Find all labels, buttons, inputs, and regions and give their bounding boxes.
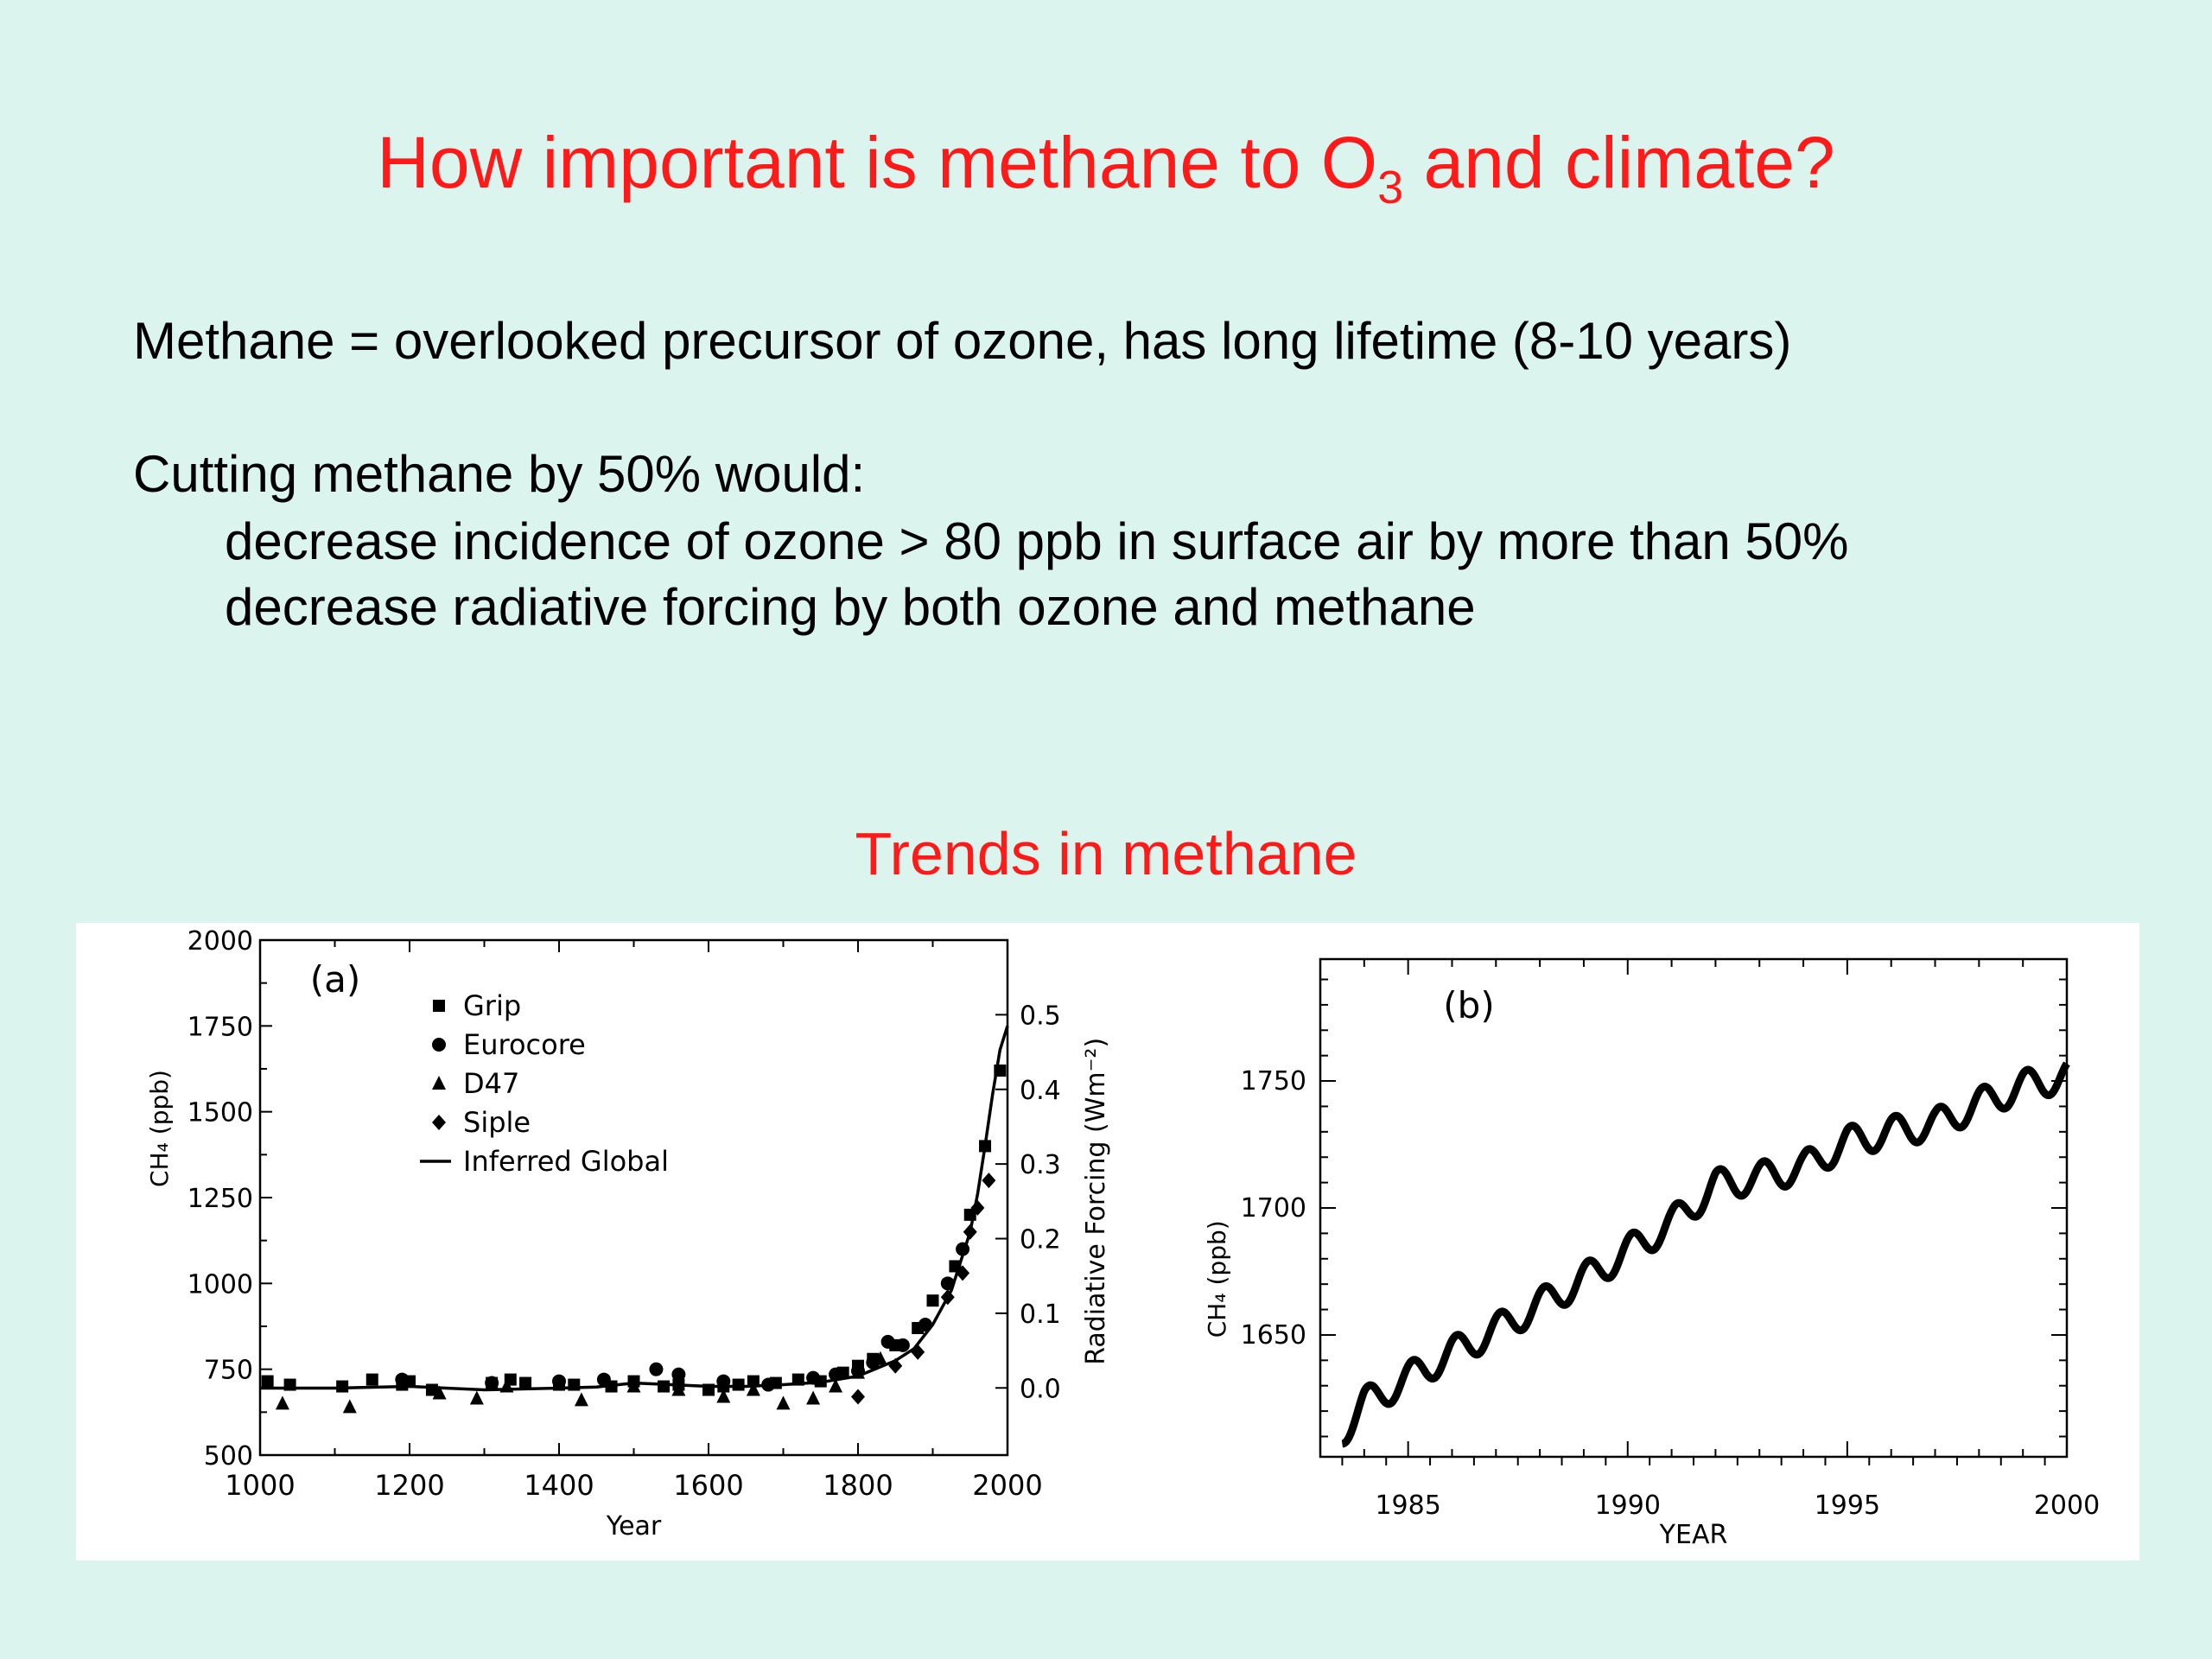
panel-a-point-siple	[851, 1389, 865, 1405]
panel-a-point-eurocore	[552, 1374, 566, 1389]
panel-a-point-grip	[365, 1373, 378, 1386]
legend-label-d47: D47	[463, 1067, 519, 1100]
panel-a-ytick-label: 1750	[188, 1012, 253, 1042]
panel-a-ytick-label: 750	[204, 1356, 253, 1386]
panel-a-point-siple	[911, 1344, 925, 1360]
panel-a-point-d47	[626, 1378, 641, 1393]
panel-a-xlabel: Year	[606, 1511, 662, 1541]
panel-a-point-d47	[671, 1382, 686, 1396]
panel-a-point-grip	[519, 1376, 532, 1389]
panel-a-xtick-label: 2000	[972, 1469, 1042, 1502]
panel-a-point-eurocore	[866, 1355, 880, 1370]
panel-b-ylabel: CH₄ (ppb)	[1203, 1220, 1231, 1338]
panel-a-point-d47	[574, 1392, 588, 1407]
panel-a-point-eurocore	[716, 1374, 731, 1389]
panel-a-point-d47	[469, 1390, 484, 1405]
panel-b-ytick-label: 1700	[1241, 1193, 1306, 1224]
panel-a-ytick-label: 1000	[188, 1269, 253, 1300]
panel-a-y2tick-label: 0.0	[1020, 1374, 1061, 1404]
panel-a-point-d47	[829, 1378, 843, 1393]
legend-swatch-grip	[433, 1000, 445, 1012]
panel-a-xtick-label: 1600	[673, 1469, 743, 1502]
panel-a-ytick-label: 1250	[188, 1184, 253, 1214]
panel-a-label: (a)	[310, 958, 361, 1001]
legend-label-grip: Grip	[463, 989, 521, 1022]
panel-a-point-eurocore	[596, 1372, 611, 1387]
panel-a-point-eurocore	[895, 1338, 910, 1352]
panel-a-ytick-label: 500	[204, 1441, 253, 1471]
title-subscript: 3	[1377, 162, 1404, 213]
panel-a-point-d47	[716, 1389, 731, 1403]
panel-b-label: (b)	[1443, 984, 1494, 1027]
panel-a-point-grip	[747, 1375, 760, 1388]
panel-a-ylabel: CH₄ (ppb)	[145, 1070, 174, 1187]
title-text: How important is methane to O	[377, 122, 1378, 203]
panel-a-xtick-label: 1000	[225, 1469, 295, 1502]
panel-a-point-eurocore	[395, 1372, 410, 1387]
panel-a-y2tick-label: 0.4	[1020, 1076, 1061, 1106]
panel-b-ytick-label: 1750	[1241, 1066, 1306, 1096]
panel-a-y2label: Radiative Forcing (Wm⁻²)	[1081, 1038, 1111, 1365]
panel-a-point-siple	[982, 1173, 996, 1189]
panel-a-point-grip	[658, 1380, 671, 1393]
sub-bullet-forcing: decrease radiative forcing by both ozone…	[225, 578, 1476, 636]
panel-a-point-d47	[275, 1395, 289, 1410]
panel-a-xtick-label: 1400	[524, 1469, 594, 1502]
legend-label-eurocore: Eurocore	[463, 1028, 586, 1061]
legend-swatch-d47	[432, 1076, 446, 1090]
panel-a-point-d47	[432, 1385, 447, 1400]
methane-charts: 1000 1200 1400 1600 1800 2000 500 750 1000 1250 15…	[145, 926, 2100, 1550]
legend-label-inferred-global: Inferred Global	[463, 1145, 669, 1178]
sub-bullet-ozone: decrease incidence of ozone > 80 ppb in …	[225, 512, 1849, 570]
panel-a-point-d47	[746, 1382, 760, 1396]
panel-a-point-d47	[806, 1390, 821, 1405]
figure-panel: 1000 1200 1400 1600 1800 2000 500 750 1000 1250 15…	[76, 923, 2139, 1560]
panel-a-y2tick-label: 0.2	[1020, 1225, 1061, 1255]
panel-a-point-d47	[776, 1395, 791, 1410]
panel-a-point-d47	[342, 1399, 357, 1414]
panel-a-point-d47	[873, 1351, 887, 1365]
panel-b-xtick-label: 1985	[1375, 1491, 1440, 1521]
bullet-cutting-methane: Cutting methane by 50% would:	[133, 445, 866, 503]
slide-title: How important is methane to O3 and clima…	[0, 121, 2212, 214]
panel-a-series-inferred-global	[260, 1025, 1009, 1392]
legend-label-siple: Siple	[463, 1106, 531, 1139]
legend-swatch-siple	[432, 1115, 446, 1130]
bullet-methane-lifetime: Methane = overlooked precursor of ozone,…	[133, 312, 1792, 370]
legend-swatch-eurocore	[432, 1038, 446, 1052]
title-text-end: and climate?	[1403, 122, 1835, 203]
panel-b-xlabel: YEAR	[1659, 1520, 1728, 1550]
panel-b-xtick-label: 2000	[2034, 1491, 2100, 1521]
panel-a-point-grip	[732, 1378, 745, 1391]
panel-a-xtick-label: 1800	[823, 1469, 893, 1502]
panel-a-ytick-label: 1500	[188, 1098, 253, 1128]
panel-a-ytick-label: 2000	[188, 926, 253, 957]
panel-a-y2tick-label: 0.1	[1020, 1300, 1061, 1330]
panel-b-xtick-label: 1995	[1815, 1491, 1880, 1521]
panel-a-point-grip	[261, 1375, 274, 1388]
panel-a-point-grip	[926, 1294, 939, 1307]
panel-a-xtick-label: 1200	[374, 1469, 444, 1502]
panel-a-point-eurocore	[485, 1376, 499, 1390]
panel-a-point-eurocore	[880, 1334, 895, 1349]
panel-b-ytick-label: 1650	[1241, 1320, 1306, 1351]
panel-a-y2tick-label: 0.5	[1020, 1001, 1061, 1031]
panel-b-series-ch4	[1338, 1060, 2070, 1448]
panel-b-xtick-label: 1990	[1595, 1491, 1661, 1521]
panel-a-y2tick-label: 0.3	[1020, 1150, 1061, 1180]
panel-a-point-eurocore	[671, 1367, 686, 1382]
section-subtitle: Trends in methane	[855, 820, 1357, 887]
panel-a-point-eurocore	[649, 1362, 664, 1376]
